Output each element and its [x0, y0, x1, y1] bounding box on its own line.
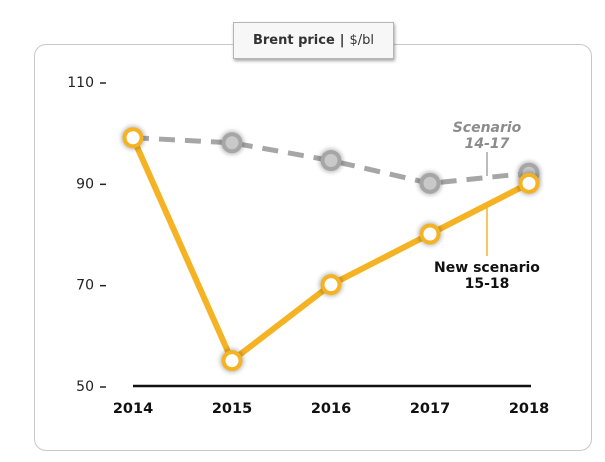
- data-point: [418, 171, 442, 196]
- x-tick-label: 2014: [113, 401, 153, 417]
- data-point: [517, 171, 541, 196]
- chart-title: Brent price | $/bl: [233, 22, 394, 59]
- series-label-new-scenario-15-18: New scenario: [434, 260, 540, 276]
- series-label-scenario-14-17: Scenario: [453, 120, 522, 136]
- series-line-scenario-14-17: [132, 135, 530, 186]
- y-tick-label: 50: [76, 379, 94, 395]
- x-tick-label: 2017: [410, 401, 450, 417]
- data-point: [121, 125, 145, 150]
- y-tick-label: 90: [76, 176, 94, 192]
- data-point: [319, 272, 343, 297]
- x-tick-label: 2015: [212, 401, 252, 417]
- x-tick-label: 2018: [509, 401, 549, 417]
- data-point: [319, 148, 343, 173]
- chart-panel: [34, 44, 592, 451]
- series-label-new-scenario-15-18: 15-18: [465, 276, 510, 292]
- chart-title-separator: |: [339, 33, 345, 48]
- data-point: [220, 130, 244, 155]
- data-point: [418, 222, 442, 246]
- y-tick-label: 110: [67, 75, 94, 91]
- chart-title-unit: $/bl: [349, 33, 375, 48]
- y-tick-label: 70: [76, 278, 94, 294]
- chart-title-text: Brent price: [252, 33, 335, 48]
- x-tick-label: 2016: [311, 401, 351, 417]
- data-point: [220, 348, 244, 373]
- series-label-scenario-14-17: 14-17: [465, 136, 510, 152]
